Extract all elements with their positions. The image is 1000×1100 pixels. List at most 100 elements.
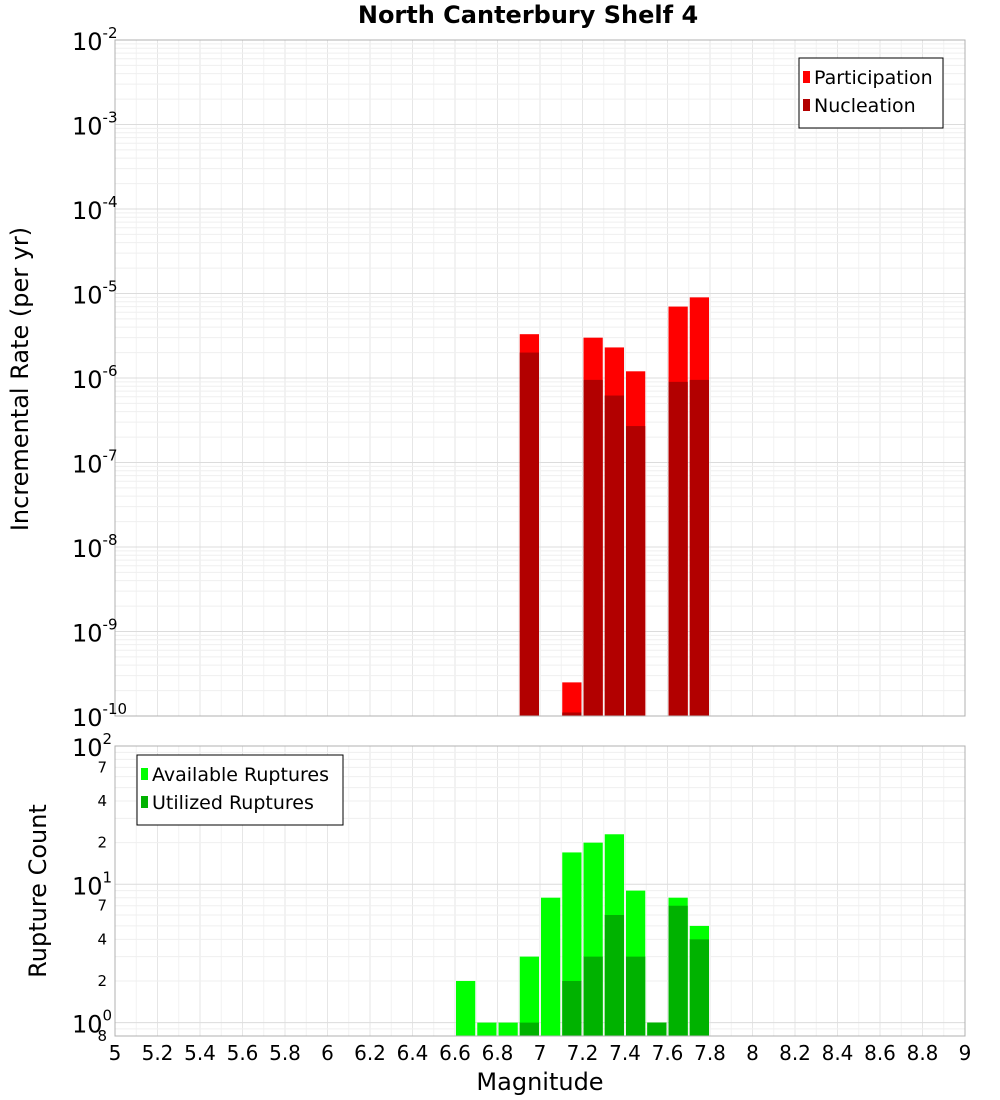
x-tick-label: 8 — [746, 1041, 759, 1065]
legend-box — [798, 57, 944, 129]
top-y-tick-label: 10-9 — [72, 616, 118, 648]
y-tick-base: 10 — [72, 1011, 103, 1039]
y-tick-exponent: -7 — [103, 447, 118, 465]
x-tick-label: 6.8 — [482, 1041, 514, 1065]
bottom-y-minor-tick-label: 7 — [97, 897, 107, 915]
top-y-tick-label: 10-5 — [72, 278, 118, 310]
bottom-available-ruptures-bar — [498, 1022, 518, 1036]
bottom-available-ruptures-bar — [477, 1022, 497, 1036]
legend-label: Utilized Ruptures — [152, 792, 314, 814]
bottom-y-minor-tick-label: 4 — [97, 792, 107, 810]
y-tick-base: 10 — [72, 28, 103, 56]
top-y-tick-label: 10-8 — [72, 531, 118, 563]
y-tick-base: 10 — [72, 366, 103, 394]
y-tick-exponent: -6 — [103, 362, 118, 380]
legend-label: Nucleation — [814, 95, 916, 117]
top-nucleation-bar — [689, 379, 709, 716]
x-tick-label: 5.4 — [184, 1041, 216, 1065]
legend-swatch — [803, 71, 810, 83]
x-axis-label: Magnitude — [476, 1068, 603, 1096]
bottom-utilized-ruptures-bar — [689, 939, 709, 1036]
legend-label: Available Ruptures — [152, 764, 329, 786]
x-tick-label: 5.8 — [269, 1041, 301, 1065]
bottom-available-ruptures-bar — [519, 956, 539, 1036]
top-y-tick-label: 10-7 — [72, 447, 118, 479]
x-tick-label: 5 — [109, 1041, 122, 1065]
x-tick-label: 6.2 — [354, 1041, 386, 1065]
bottom-y-minor-tick-label: 8 — [97, 1027, 107, 1045]
y-tick-exponent: 0 — [103, 1007, 113, 1025]
y-tick-exponent: -3 — [103, 109, 118, 127]
bottom-available-ruptures-bar — [456, 980, 476, 1036]
bottom-y-minor-tick-label: 7 — [97, 758, 107, 776]
top-nucleation-bar — [626, 426, 646, 716]
top-nucleation-bar — [562, 712, 582, 716]
y-tick-base: 10 — [72, 113, 103, 141]
x-tick-label: 8.4 — [822, 1041, 854, 1065]
bottom-y-minor-tick-label: 2 — [97, 972, 107, 990]
bottom-utilized-ruptures-bar — [519, 1022, 539, 1036]
x-tick-label: 6.6 — [439, 1041, 471, 1065]
x-tick-label: 7.4 — [609, 1041, 641, 1065]
x-tick-label: 5.2 — [142, 1041, 174, 1065]
top-y-axis-label: Incremental Rate (per yr) — [6, 227, 34, 531]
bottom-utilized-ruptures-bar — [647, 1022, 667, 1036]
top-y-tick-label: 10-10 — [72, 700, 127, 732]
y-tick-exponent: 2 — [103, 730, 113, 748]
y-tick-exponent: -8 — [103, 531, 118, 549]
top-y-tick-label: 10-6 — [72, 362, 118, 394]
y-tick-base: 10 — [72, 282, 103, 310]
top-bars — [519, 297, 709, 716]
legend-swatch — [141, 796, 148, 808]
legend-box — [136, 754, 344, 826]
legend-swatch — [141, 768, 148, 780]
y-tick-exponent: 1 — [103, 868, 113, 886]
y-tick-exponent: -2 — [103, 24, 118, 42]
bottom-bars — [456, 834, 709, 1036]
y-tick-exponent: -4 — [103, 193, 118, 211]
top-nucleation-bar — [519, 352, 539, 716]
top-plot-border — [114, 39, 966, 717]
bottom-utilized-ruptures-bar — [604, 914, 624, 1036]
y-tick-base: 10 — [72, 704, 103, 732]
x-tick-label: 7.2 — [567, 1041, 599, 1065]
bottom-y-tick-label: 100 — [72, 1007, 112, 1039]
y-tick-exponent: -5 — [103, 278, 118, 296]
x-tick-labels: 5 5.2 5.4 5.6 5.8 6 6.2 6.4 6.6 6.8 7 7.2 7.4 7.6 7.8 8… — [109, 1041, 972, 1065]
bottom-available-ruptures-bar — [541, 897, 561, 1036]
y-tick-base: 10 — [72, 197, 103, 225]
legend-label: Participation — [814, 67, 933, 89]
x-tick-label: 7.6 — [652, 1041, 684, 1065]
bottom-y-tick-label: 102 — [72, 730, 112, 762]
bottom-utilized-ruptures-bar — [668, 905, 688, 1036]
top-y-tick-label: 10-2 — [72, 24, 118, 56]
top-participation-bar — [562, 682, 582, 716]
bottom-utilized-ruptures-bar — [626, 956, 646, 1036]
top-nucleation-bar — [668, 381, 688, 716]
y-tick-base: 10 — [72, 535, 103, 563]
x-tick-label: 7.8 — [694, 1041, 726, 1065]
legend-swatch — [803, 99, 810, 111]
x-tick-label: 7 — [534, 1041, 547, 1065]
y-tick-exponent: -10 — [103, 700, 128, 718]
chart-title: North Canterbury Shelf 4 — [358, 1, 698, 29]
bottom-utilized-ruptures-bar — [583, 956, 603, 1036]
x-tick-label: 6 — [321, 1041, 334, 1065]
bottom-y-tick-label: 101 — [72, 868, 112, 900]
top-gridlines — [114, 40, 966, 717]
bottom-y-minor-tick-label: 4 — [97, 930, 107, 948]
top-nucleation-bar — [583, 379, 603, 716]
x-tick-label: 9 — [959, 1041, 972, 1065]
bottom-y-minor-tick-label: 2 — [97, 834, 107, 852]
y-tick-base: 10 — [72, 872, 103, 900]
x-tick-label: 8.6 — [864, 1041, 896, 1065]
top-nucleation-bar — [604, 395, 624, 716]
bottom-utilized-ruptures-bar — [562, 980, 582, 1036]
y-tick-base: 10 — [72, 451, 103, 479]
x-tick-label: 6.4 — [397, 1041, 429, 1065]
